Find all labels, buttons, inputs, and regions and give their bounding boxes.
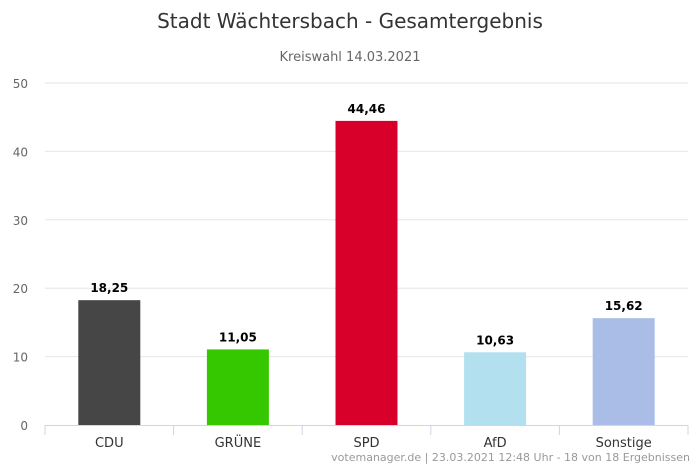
data-label: 18,25	[90, 281, 128, 295]
data-label: 11,05	[219, 330, 257, 344]
x-tick-label: SPD	[353, 436, 379, 451]
x-tick-label: AfD	[484, 436, 507, 451]
data-label: 15,62	[605, 299, 643, 313]
chart-title: Stadt Wächtersbach - Gesamtergebnis	[157, 9, 543, 33]
x-tick-label: CDU	[95, 436, 124, 451]
x-tick-label: GRÜNE	[215, 434, 262, 451]
chart-subtitle: Kreiswahl 14.03.2021	[280, 50, 421, 65]
data-label: 44,46	[348, 102, 386, 116]
bar-grüne	[206, 349, 269, 425]
chart-credits[interactable]: votemanager.de | 23.03.2021 12:48 Uhr - …	[331, 451, 690, 464]
x-tick-label: Sonstige	[596, 436, 652, 451]
y-tick-label: 40	[13, 145, 28, 159]
y-tick-label: 10	[13, 351, 28, 365]
bar-spd	[335, 120, 398, 425]
data-label: 10,63	[476, 333, 514, 347]
y-tick-label: 20	[13, 282, 28, 296]
y-tick-label: 50	[13, 77, 28, 91]
y-tick-label: 0	[20, 419, 28, 433]
bar-sonstige	[592, 318, 655, 425]
bar-afd	[464, 352, 527, 425]
bar-cdu	[78, 300, 141, 425]
y-tick-label: 30	[13, 214, 28, 228]
